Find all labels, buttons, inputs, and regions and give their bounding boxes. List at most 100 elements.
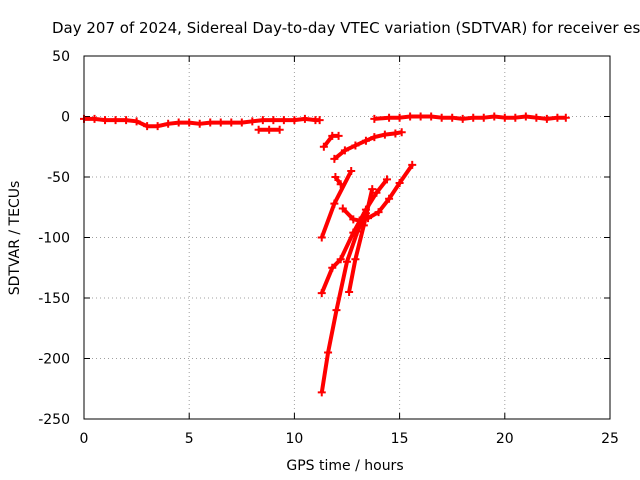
data-series bbox=[80, 112, 570, 397]
plot-frame bbox=[83, 55, 611, 420]
data-point bbox=[532, 113, 541, 122]
series-line-4 bbox=[333, 130, 403, 161]
data-point bbox=[351, 141, 360, 150]
data-point bbox=[122, 116, 131, 125]
x-tick-labels: 0 5 10 15 20 25 bbox=[80, 431, 619, 447]
data-point bbox=[500, 113, 509, 122]
data-point bbox=[448, 113, 457, 122]
data-point bbox=[353, 227, 362, 236]
data-point bbox=[227, 118, 236, 127]
data-point bbox=[174, 118, 183, 127]
series-points-11 bbox=[345, 185, 377, 296]
data-point bbox=[490, 112, 499, 121]
data-point bbox=[132, 117, 141, 126]
series-points-5 bbox=[370, 112, 570, 123]
data-point bbox=[300, 114, 309, 123]
series-points-3 bbox=[319, 131, 343, 151]
y-tick-label: -200 bbox=[38, 352, 70, 368]
data-point bbox=[406, 112, 415, 121]
data-point bbox=[334, 131, 343, 140]
x-axis-label: GPS time / hours bbox=[286, 458, 403, 474]
data-point bbox=[395, 113, 404, 122]
data-point bbox=[111, 116, 120, 125]
data-point bbox=[395, 179, 404, 188]
data-point bbox=[206, 118, 215, 127]
data-point bbox=[437, 113, 446, 122]
data-point bbox=[361, 136, 370, 145]
data-point bbox=[416, 112, 425, 121]
data-point bbox=[469, 113, 478, 122]
data-point bbox=[340, 146, 349, 155]
data-point bbox=[347, 166, 356, 175]
data-point bbox=[370, 133, 379, 142]
data-point bbox=[317, 388, 326, 397]
data-point bbox=[521, 112, 530, 121]
y-tick-label: 0 bbox=[61, 110, 70, 126]
x-tick-label: 15 bbox=[391, 431, 409, 447]
data-point bbox=[254, 125, 263, 134]
data-point bbox=[391, 129, 400, 138]
data-point bbox=[336, 255, 345, 264]
data-point bbox=[359, 221, 368, 230]
x-tick-label: 5 bbox=[185, 431, 194, 447]
data-point bbox=[185, 118, 194, 127]
data-point bbox=[269, 116, 278, 125]
data-point bbox=[427, 112, 436, 121]
axis-ticks bbox=[83, 55, 611, 420]
data-point bbox=[479, 113, 488, 122]
data-point bbox=[195, 119, 204, 128]
y-tick-label: -150 bbox=[38, 291, 70, 307]
x-tick-label: 20 bbox=[496, 431, 514, 447]
data-point bbox=[317, 233, 326, 242]
data-point bbox=[385, 113, 394, 122]
data-point bbox=[372, 188, 381, 197]
data-point bbox=[408, 160, 417, 169]
data-point bbox=[275, 125, 284, 134]
data-point bbox=[561, 113, 570, 122]
x-tick-label: 10 bbox=[285, 431, 303, 447]
data-point bbox=[330, 154, 339, 163]
data-point bbox=[153, 122, 162, 131]
data-point bbox=[331, 173, 340, 181]
data-point bbox=[90, 114, 99, 123]
series-line-3 bbox=[322, 133, 339, 149]
series-points-7 bbox=[317, 166, 356, 242]
data-point bbox=[542, 114, 551, 123]
data-point bbox=[265, 125, 274, 134]
data-point bbox=[332, 306, 341, 315]
x-tick-label: 25 bbox=[601, 431, 619, 447]
x-tick-label: 0 bbox=[80, 431, 89, 447]
data-point bbox=[397, 128, 406, 137]
data-point bbox=[380, 130, 389, 139]
data-point bbox=[349, 215, 358, 224]
data-point bbox=[343, 257, 351, 266]
data-point bbox=[258, 116, 267, 125]
data-point bbox=[458, 114, 467, 123]
grid-lines bbox=[84, 56, 610, 419]
data-point bbox=[368, 185, 377, 194]
series-points-4 bbox=[330, 128, 406, 163]
data-point bbox=[317, 289, 326, 298]
chart-title: Day 207 of 2024, Sidereal Day-to-day VTE… bbox=[52, 19, 640, 37]
data-point bbox=[101, 116, 110, 125]
data-point bbox=[290, 116, 299, 125]
data-point bbox=[279, 116, 288, 125]
data-point bbox=[216, 118, 225, 127]
series-points-2 bbox=[254, 125, 284, 134]
series-line-11 bbox=[347, 188, 375, 293]
data-point bbox=[328, 263, 337, 272]
data-point bbox=[324, 348, 333, 357]
data-point bbox=[248, 117, 257, 126]
y-tick-label: 50 bbox=[52, 49, 70, 65]
series-line-10 bbox=[319, 212, 368, 393]
data-point bbox=[345, 287, 354, 296]
data-point bbox=[143, 122, 152, 131]
data-point bbox=[385, 194, 394, 203]
series-points-8 bbox=[338, 160, 417, 225]
y-tick-labels: 50 0 -50 -100 -150 -200 -250 bbox=[38, 49, 70, 428]
y-tick-label: -50 bbox=[47, 170, 70, 186]
data-point bbox=[553, 113, 562, 122]
y-axis-label: SDTVAR / TECUs bbox=[7, 181, 23, 296]
y-tick-label: -250 bbox=[38, 412, 70, 428]
